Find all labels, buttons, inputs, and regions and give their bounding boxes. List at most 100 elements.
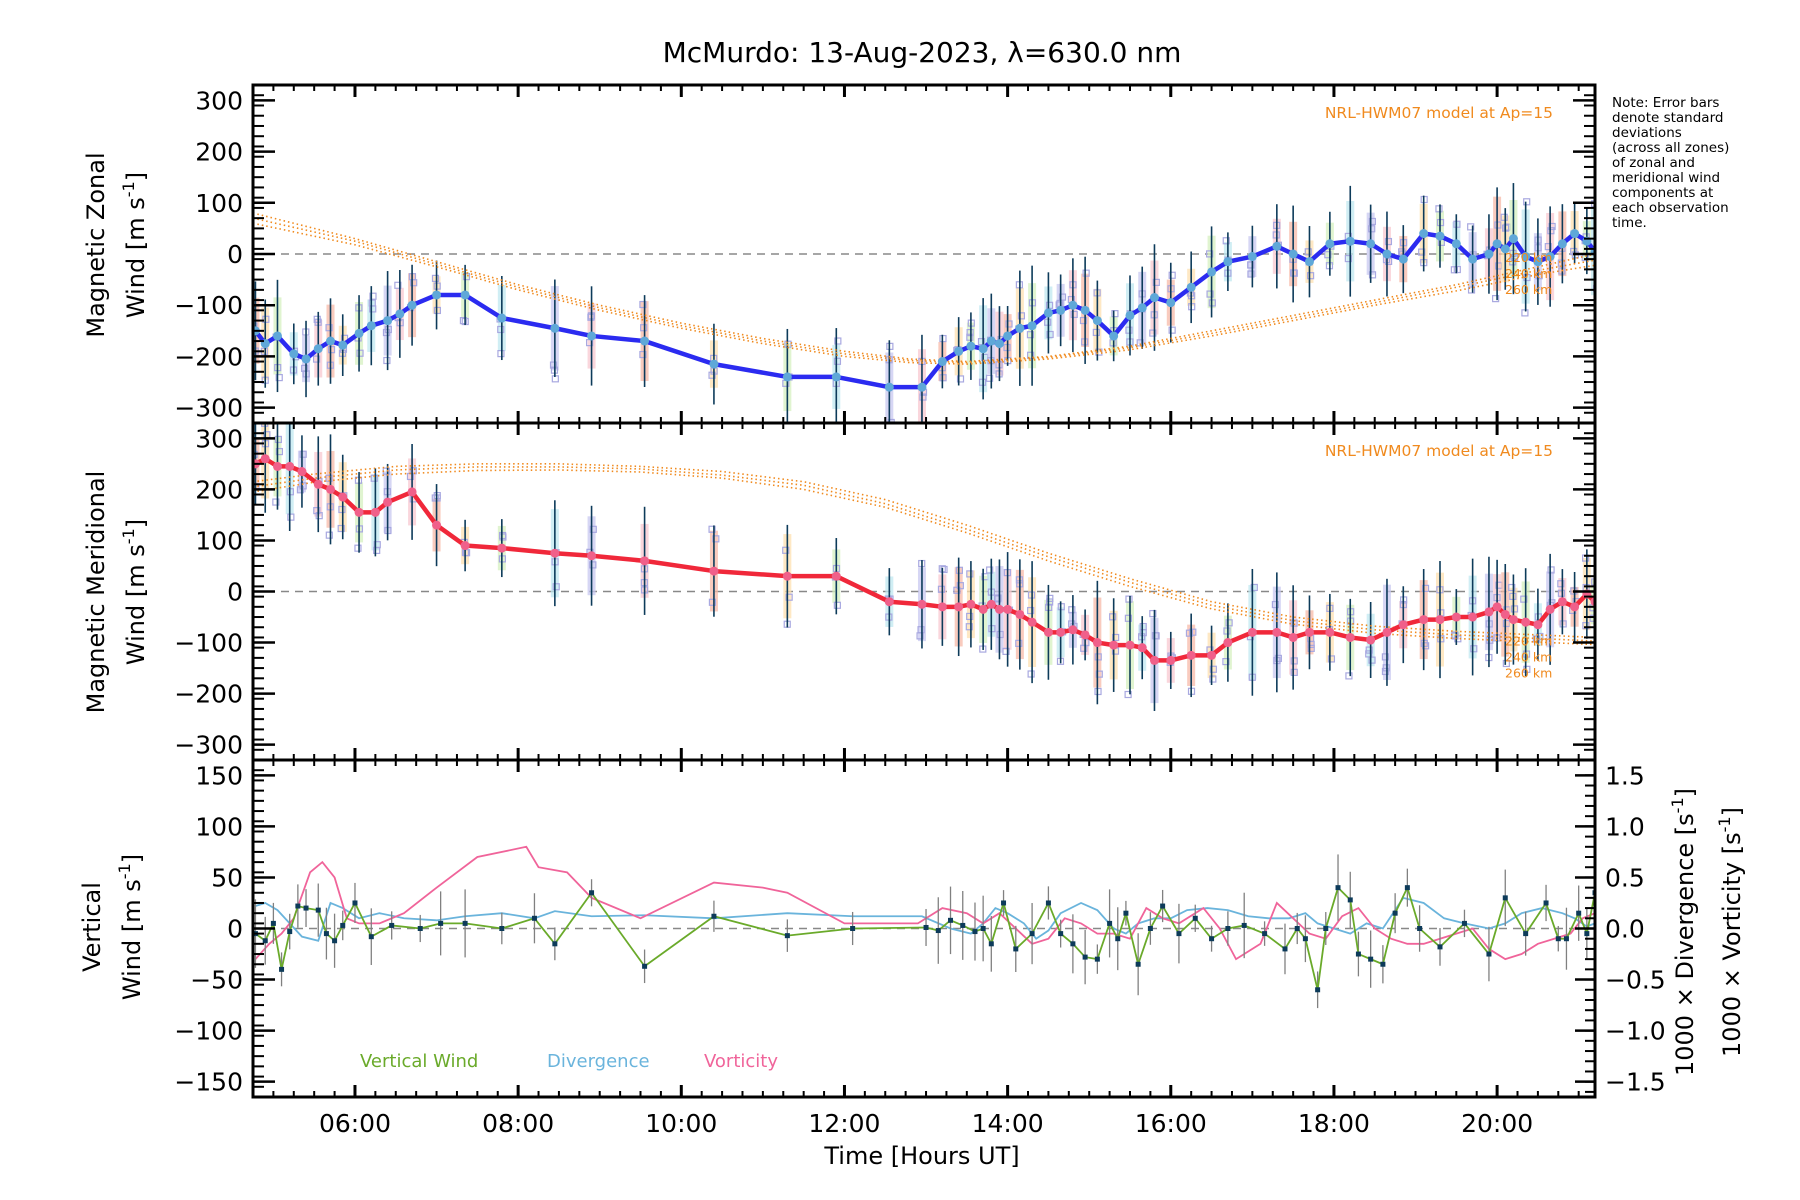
zonal-zone-sample	[394, 281, 402, 289]
meridional-wind-point	[550, 548, 560, 558]
meridional-zone-sample	[708, 525, 716, 533]
vertical-wind-point	[1176, 931, 1182, 937]
zonal-wind-point	[1207, 267, 1217, 277]
zonal-wind-point	[1492, 239, 1502, 249]
meridional-wind-point	[1247, 627, 1257, 637]
meridional-zone-sample	[373, 546, 381, 555]
meridional-zone-sample	[1185, 629, 1194, 637]
meridional-wind-point	[994, 604, 1004, 614]
meridional-ylabel: Magnetic Meridional Wind [m s-1]	[82, 471, 150, 714]
zonal-zone-sample	[639, 300, 647, 309]
zonal-wind-point	[1288, 249, 1298, 259]
vertical-wind-point	[295, 903, 301, 909]
zonal-wind-point	[1435, 231, 1445, 241]
meridional-zone-sample	[286, 408, 292, 414]
meridional-zone-sample	[1520, 595, 1528, 603]
zonal-zone-sample	[1500, 213, 1508, 221]
vertical-wind-point	[988, 941, 994, 947]
zonal-zone-sample	[1467, 286, 1476, 294]
zonal-zone-sample	[1168, 271, 1176, 279]
vorticity-y2label-text: 1000 × Vorticity [s-1]	[1715, 807, 1746, 1057]
meridional-zone-sample	[1437, 635, 1445, 643]
vertical-wind-point	[1437, 944, 1443, 950]
meridional-zone-sample	[1046, 598, 1054, 606]
vertical-wind-point	[287, 929, 293, 935]
vertical-wind-point	[1417, 926, 1423, 931]
vertical-ylabel-line2: Wind [m s-1]	[115, 854, 146, 1000]
meridional-wind-point	[1468, 612, 1478, 622]
meridional-wind-point	[383, 497, 393, 507]
zonal-zone-sample	[410, 279, 418, 287]
zonal-wind-point	[1027, 321, 1037, 331]
zonal-y-tick-label: −200	[174, 342, 243, 371]
vorticity-line	[254, 845, 1595, 961]
vertical-wind-point	[499, 926, 505, 931]
meridional-wind-point	[1557, 597, 1567, 607]
meridional-wind-point	[297, 467, 307, 477]
meridional-zone-sample	[287, 513, 295, 521]
vertical-y-tick-label: 0	[227, 915, 243, 944]
vertical-wind-point	[323, 931, 329, 937]
zonal-wind-point	[1109, 331, 1119, 341]
vertical-y-tick-label: −150	[174, 1068, 243, 1097]
zonal-wind-point	[1570, 229, 1580, 239]
note-line: Note: Error bars	[1612, 95, 1719, 111]
vertical-wind-point	[303, 905, 309, 911]
vertical-wind-point	[531, 915, 537, 921]
meridional-zone-sample	[1508, 583, 1516, 592]
zonal-zone-sample	[325, 324, 333, 332]
meridional-zone-sample	[296, 486, 305, 494]
x-axis-label: Time [Hours UT]	[823, 1142, 1019, 1170]
meridional-wind-point	[1015, 609, 1025, 619]
meridional-wind-point	[640, 556, 650, 566]
meridional-wind-point	[1570, 602, 1580, 612]
note-line: denote standard	[1612, 110, 1723, 126]
y2-tick-label: 0.5	[1605, 863, 1645, 892]
zonal-altitude-label: 260 km	[1505, 282, 1552, 297]
meridional-wind-point	[1223, 638, 1233, 648]
meridional-zone-sample	[1290, 668, 1298, 676]
zonal-zone-sample	[1306, 272, 1315, 280]
meridional-wind-point	[1304, 627, 1314, 637]
vertical-y-tick-label: 100	[195, 812, 243, 841]
meridional-wind-point	[1500, 609, 1510, 619]
meridional-model-km	[253, 463, 1595, 639]
zonal-wind-point	[1398, 254, 1408, 264]
meridional-wind-point	[917, 599, 927, 609]
meridional-wind-point	[986, 599, 996, 609]
vertical-wind-point	[642, 963, 648, 969]
zonal-zone-sample	[327, 346, 336, 354]
zonal-zone-sample	[1222, 237, 1230, 245]
vertical-wind-point	[1115, 936, 1121, 942]
meridional-zone-sample	[431, 494, 439, 502]
vertical-wind-point	[1523, 931, 1529, 937]
vertical-wind-point	[1225, 926, 1231, 931]
meridional-wind-point	[285, 461, 295, 471]
vertical-wind-line	[254, 885, 1595, 990]
zonal-wind-point	[1468, 254, 1478, 264]
vertical-wind-point	[784, 933, 790, 939]
meridional-wind-point	[1149, 655, 1159, 665]
meridional-wind-point	[782, 571, 792, 581]
meridional-model-annotation: NRL-HWM07 model at Ap=15	[1325, 442, 1553, 460]
meridional-wind-point	[709, 566, 719, 576]
zonal-wind-point	[1484, 249, 1494, 259]
meridional-wind-point	[1272, 627, 1282, 637]
meridional-altitude-label: 260 km	[1505, 665, 1552, 680]
zonal-zone-sample	[462, 273, 471, 281]
zonal-zone-sample	[1368, 271, 1377, 279]
meridional-zone-sample	[354, 544, 362, 552]
meridional-zone-sample	[1290, 657, 1298, 665]
zonal-zone-sample	[356, 349, 364, 357]
meridional-wind-point	[1080, 630, 1090, 640]
meridional-wind-point	[1382, 627, 1392, 637]
meridional-zone-sample	[833, 601, 841, 609]
legend-divergence: Divergence	[547, 1051, 650, 1072]
meridional-y-tick-label: 200	[195, 475, 243, 504]
meridional-zone-sample	[1095, 670, 1103, 678]
zonal-y-tick-label: −100	[174, 291, 243, 320]
zonal-wind-point	[366, 321, 376, 331]
zonal-wind-point	[954, 346, 964, 356]
